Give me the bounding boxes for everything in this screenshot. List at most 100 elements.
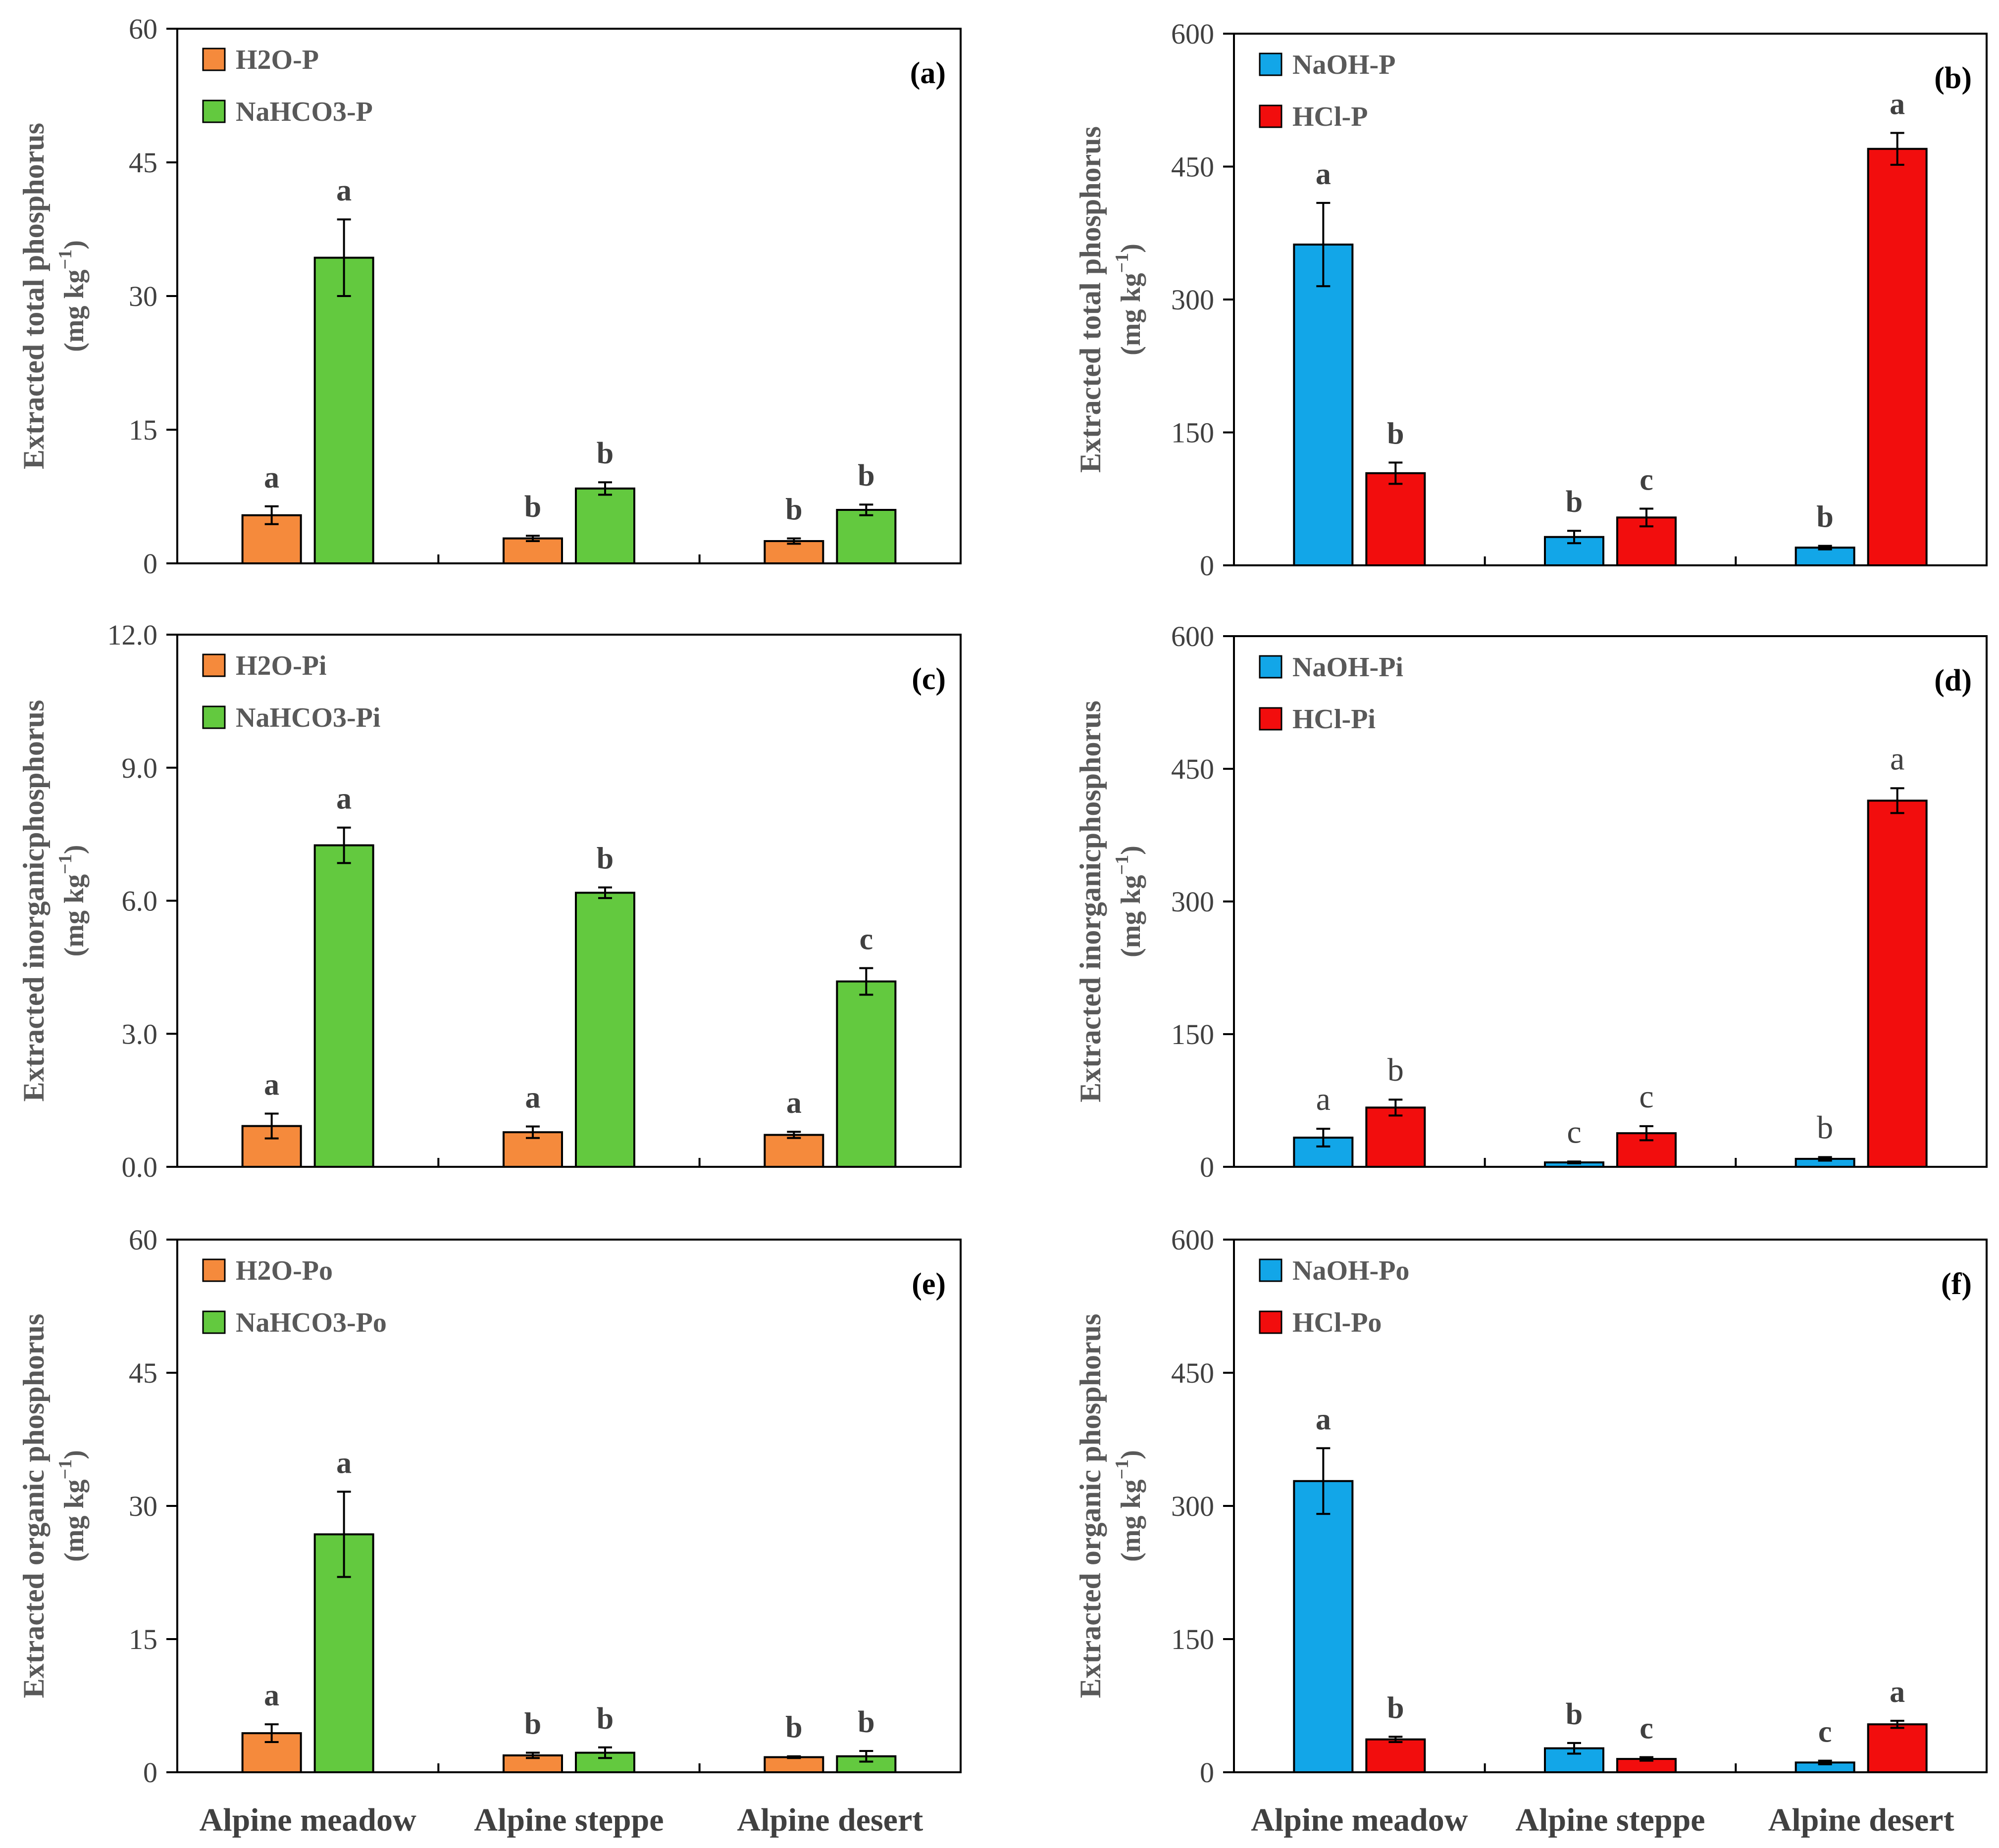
y-unit-superscript: −1 bbox=[1112, 855, 1132, 875]
legend-label: NaHCO3-Pi bbox=[236, 702, 380, 733]
legend-label: H2O-P bbox=[236, 45, 319, 75]
significance-letter: b bbox=[1387, 417, 1404, 450]
significance-letter: b bbox=[1387, 1052, 1404, 1088]
x-category-label: Alpine meadow bbox=[1251, 1802, 1468, 1838]
bar bbox=[1365, 1106, 1426, 1168]
panel-label: (d) bbox=[1934, 664, 1972, 698]
significance-letter: b bbox=[597, 1702, 614, 1736]
y-unit-superscript: −1 bbox=[55, 854, 76, 874]
y-tick-label: 9.0 bbox=[122, 752, 158, 784]
y-axis-unit: (mg kg−1) bbox=[55, 1450, 90, 1562]
bar bbox=[575, 892, 635, 1168]
y-unit-prefix: (mg kg bbox=[59, 1479, 90, 1561]
panel-label: (c) bbox=[912, 662, 946, 696]
panel-f: 0 150 300 450 600 Extracted organic phosphoru… bbox=[1074, 1224, 1988, 1838]
y-unit-prefix: (mg kg bbox=[59, 874, 90, 956]
y-tick-label: 15 bbox=[129, 1623, 157, 1655]
y-tick-label: 450 bbox=[1171, 151, 1214, 183]
significance-letter: a bbox=[336, 1446, 352, 1480]
bar bbox=[1867, 799, 1928, 1168]
y-tick-label: 0 bbox=[1200, 1756, 1214, 1789]
legend-swatch bbox=[202, 100, 226, 123]
x-category-label: Alpine steppe bbox=[1515, 1802, 1705, 1838]
significance-letter: c bbox=[1640, 1712, 1653, 1746]
panel-label: (f) bbox=[1941, 1267, 1972, 1301]
y-unit-superscript: −1 bbox=[55, 1459, 76, 1480]
y-tick-label: 6.0 bbox=[122, 885, 158, 917]
panel-label: (e) bbox=[912, 1267, 946, 1301]
panel-c: 0.0 3.0 6.0 9.0 12.0 Extracted inorganicphosp… bbox=[17, 619, 962, 1183]
significance-letter: a bbox=[786, 1086, 802, 1120]
legend-label: HCl-Pi bbox=[1292, 704, 1376, 735]
significance-letter: b bbox=[1817, 1109, 1833, 1146]
panel-label: (b) bbox=[1934, 61, 1972, 95]
y-tick-label: 150 bbox=[1171, 1623, 1214, 1655]
y-tick-label: 300 bbox=[1171, 886, 1214, 918]
y-unit-suffix: ) bbox=[1116, 244, 1146, 253]
y-tick-label: 45 bbox=[129, 1357, 157, 1389]
bar bbox=[1293, 244, 1354, 566]
y-unit-prefix: (mg kg bbox=[59, 269, 90, 351]
significance-letter: b bbox=[785, 493, 802, 527]
y-tick-label: 150 bbox=[1171, 1018, 1214, 1050]
significance-letter: b bbox=[1816, 500, 1833, 534]
significance-letter: a bbox=[336, 174, 352, 207]
y-axis-title: Extracted total phosphorus bbox=[1074, 126, 1107, 473]
significance-letter: a bbox=[525, 1081, 541, 1114]
y-axis-unit: (mg kg−1) bbox=[55, 240, 90, 352]
y-unit-prefix: (mg kg bbox=[1116, 273, 1146, 355]
y-tick-label: 30 bbox=[129, 280, 157, 312]
significance-letter: a bbox=[1316, 157, 1331, 191]
bar bbox=[503, 537, 563, 564]
legend-label: H2O-Po bbox=[236, 1255, 333, 1286]
bar bbox=[1365, 472, 1426, 567]
panel-label: (a) bbox=[910, 56, 946, 90]
legend-label: NaHCO3-Po bbox=[236, 1307, 387, 1338]
panel-d: 0 150 300 450 600 Extracted inorganicphosphor… bbox=[1074, 620, 1988, 1183]
y-tick-label: 30 bbox=[129, 1490, 157, 1522]
y-axis-title: Extracted total phosphorus bbox=[17, 123, 50, 469]
significance-letter: c bbox=[1640, 463, 1653, 497]
bar bbox=[1867, 148, 1928, 566]
legend-swatch bbox=[1259, 707, 1282, 731]
y-unit-prefix: (mg kg bbox=[1116, 875, 1146, 957]
significance-letter: b bbox=[785, 1711, 802, 1745]
significance-letter: a bbox=[264, 461, 279, 495]
significance-letter: a bbox=[1316, 1402, 1331, 1436]
y-tick-label: 60 bbox=[129, 1224, 157, 1256]
significance-letter: b bbox=[1566, 485, 1583, 519]
legend-swatch bbox=[1259, 1310, 1282, 1334]
legend-label: NaOH-Pi bbox=[1292, 652, 1403, 683]
legend-label: NaOH-P bbox=[1292, 50, 1395, 80]
y-unit-superscript: −1 bbox=[1112, 1459, 1132, 1480]
significance-letter: b bbox=[1566, 1698, 1583, 1731]
y-axis-title: Extracted organic phosphorus bbox=[1074, 1314, 1107, 1698]
y-tick-label: 0.0 bbox=[122, 1151, 158, 1183]
y-unit-suffix: ) bbox=[1116, 846, 1146, 855]
y-tick-label: 300 bbox=[1171, 284, 1214, 316]
significance-letter: b bbox=[524, 490, 541, 524]
y-unit-prefix: (mg kg bbox=[1116, 1479, 1146, 1561]
y-tick-label: 450 bbox=[1171, 753, 1214, 785]
bar bbox=[1365, 1738, 1426, 1774]
legend-swatch bbox=[202, 1310, 226, 1334]
bar bbox=[1293, 1480, 1354, 1773]
significance-letter: b bbox=[597, 437, 614, 470]
y-tick-label: 600 bbox=[1171, 620, 1214, 652]
significance-letter: a bbox=[1890, 1675, 1905, 1709]
y-tick-label: 0 bbox=[143, 1756, 157, 1789]
y-unit-suffix: ) bbox=[59, 240, 90, 250]
y-unit-suffix: ) bbox=[1116, 1450, 1146, 1459]
legend-swatch bbox=[1259, 104, 1282, 128]
significance-letter: a bbox=[336, 782, 352, 816]
bar bbox=[764, 1756, 824, 1774]
significance-letter: a bbox=[1890, 87, 1905, 121]
y-unit-superscript: −1 bbox=[1112, 253, 1132, 273]
significance-letter: b bbox=[524, 1707, 541, 1741]
y-axis-title: Extracted inorganicphosphorus bbox=[1074, 700, 1107, 1102]
y-axis-unit: (mg kg−1) bbox=[1112, 846, 1146, 957]
bar bbox=[313, 844, 374, 1168]
